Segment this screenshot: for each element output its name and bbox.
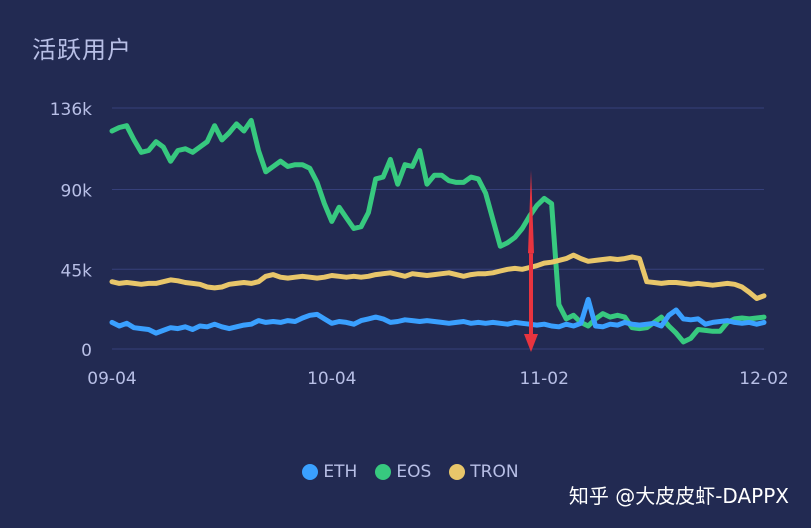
x-tick-label: 12-02 [739, 369, 788, 389]
x-tick-label: 10-04 [307, 369, 356, 389]
y-tick-label: 45k [61, 261, 93, 281]
x-tick-label: 09-04 [87, 369, 136, 389]
legend-dot-eth [302, 464, 319, 480]
arrow-spike [528, 170, 534, 254]
y-tick-label: 136k [50, 100, 92, 120]
legend-item-tron[interactable]: TRON [449, 462, 519, 482]
y-tick-label: 0 [81, 341, 92, 361]
legend-label-eos: EOS [396, 462, 432, 482]
series-lines [109, 117, 767, 345]
series-line-eth [109, 296, 767, 336]
legend-dot-tron [449, 464, 466, 480]
x-tick-label: 11-02 [520, 369, 569, 389]
y-tick-label: 90k [61, 182, 93, 202]
red-arrow-annotation [524, 170, 538, 352]
arrow-head [524, 334, 538, 352]
legend-item-eth[interactable]: ETH [302, 462, 357, 482]
grid-lines [112, 107, 764, 350]
legend-item-eos[interactable]: EOS [375, 462, 431, 482]
legend-dot-eos [375, 464, 392, 480]
legend: ETH EOS TRON [0, 462, 811, 482]
chart-title: 活跃用户 [32, 36, 132, 64]
legend-label-tron: TRON [470, 462, 519, 482]
y-axis-ticks: 0 45k 90k 136k [50, 100, 92, 361]
series-line-tron [109, 252, 767, 301]
watermark: 知乎 @大皮皮虾-DAPPX [568, 484, 789, 508]
legend-label-eth: ETH [323, 462, 358, 482]
series-line-eos [109, 117, 767, 345]
x-axis-ticks: 09-04 10-04 11-02 12-02 [87, 369, 788, 389]
